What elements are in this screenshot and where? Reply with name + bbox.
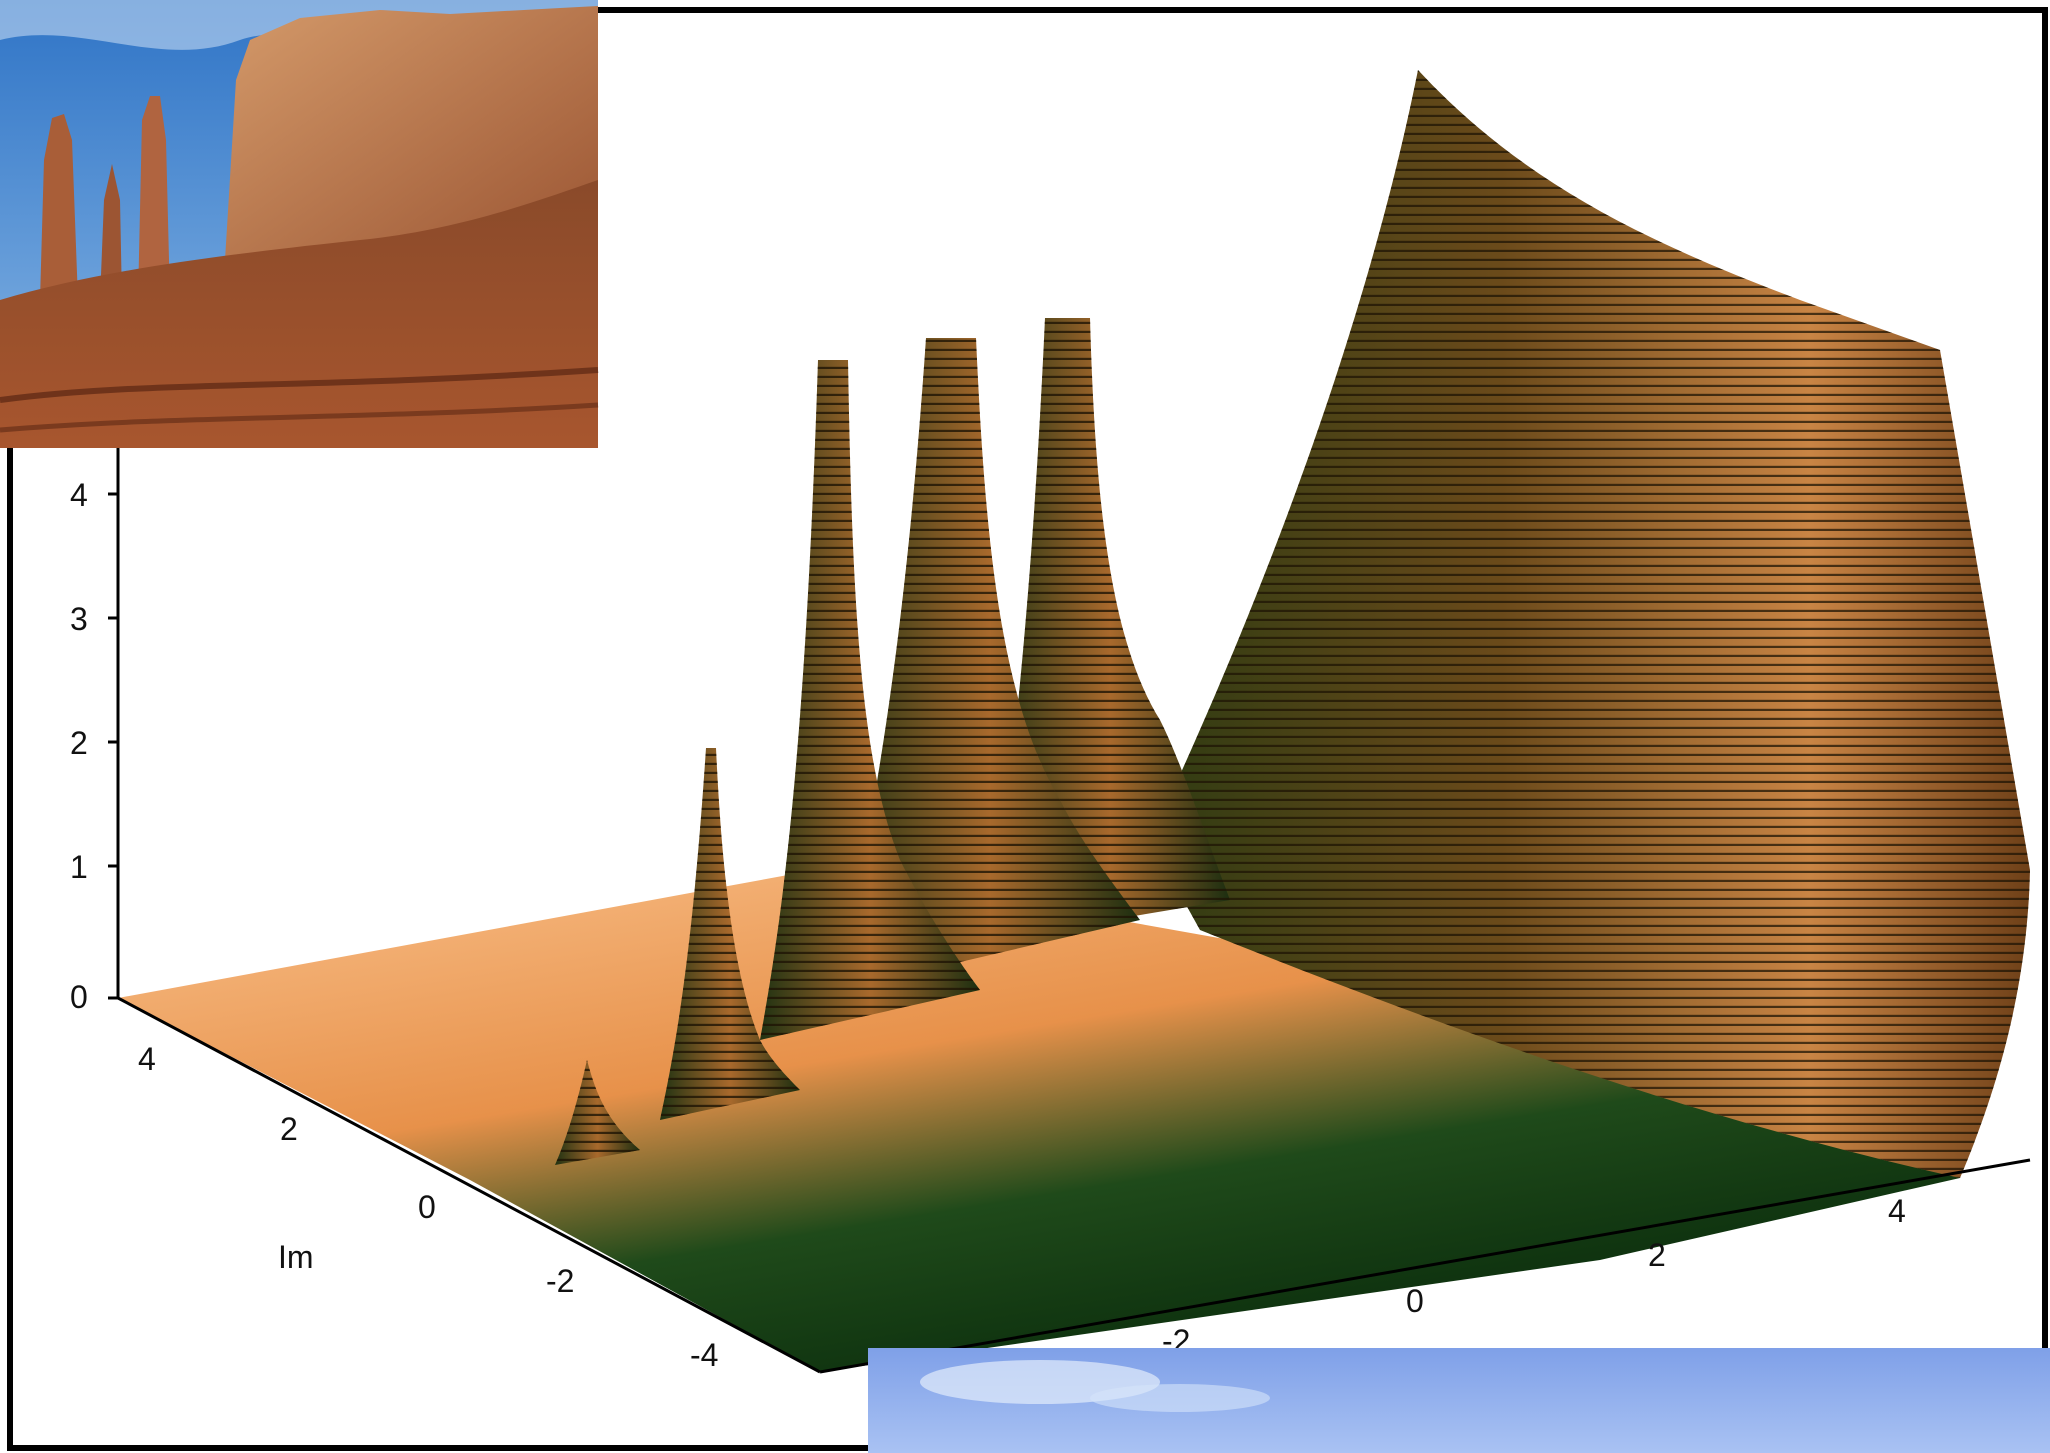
monument-valley-photo (0, 0, 599, 448)
surface-wall (1150, 70, 2030, 1178)
peak-5 (555, 1060, 640, 1165)
im-tick-label: 0 (418, 1189, 436, 1225)
peak-4 (660, 748, 800, 1120)
z-tick-label: 3 (70, 601, 88, 637)
im-tick-label: 2 (280, 1111, 298, 1147)
im-axis-label: Im (278, 1239, 314, 1275)
z-tick-label: 4 (70, 477, 88, 513)
z-tick-label: 2 (70, 725, 88, 761)
re-tick-label: 4 (1888, 1193, 1906, 1229)
sky-photo (868, 1348, 2050, 1453)
surface-floor (118, 868, 1960, 1372)
im-tick-label: -4 (690, 1337, 718, 1373)
peak-3 (760, 360, 980, 1040)
im-axis: 4 2 0 -2 -4 Im (117, 996, 821, 1374)
z-tick-label: 0 (70, 979, 88, 1015)
z-tick-label: 1 (70, 849, 88, 885)
re-tick-label: 2 (1648, 1237, 1666, 1273)
im-tick-label: 4 (138, 1041, 156, 1077)
im-tick-label: -2 (546, 1263, 574, 1299)
peak-2 (840, 338, 1140, 990)
re-tick-label: 0 (1406, 1283, 1424, 1319)
re-axis: -2 0 2 4 (819, 1158, 2031, 1374)
z-axis: 0 1 2 3 4 (70, 440, 120, 1015)
